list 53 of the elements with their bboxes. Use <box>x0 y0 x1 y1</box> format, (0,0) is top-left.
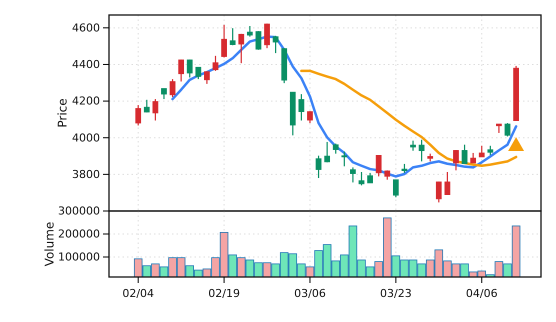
candlestick <box>298 94 304 122</box>
candlestick <box>204 70 210 84</box>
x-tick-label: 03/23 <box>380 287 412 300</box>
x-tick-label: 02/19 <box>208 287 240 300</box>
candlestick <box>195 66 202 80</box>
candlestick <box>256 30 262 50</box>
candlestick <box>307 110 313 124</box>
candlestick <box>341 150 348 167</box>
y-tick-label: 100000 <box>58 250 100 264</box>
line-series <box>300 70 518 168</box>
candlestick <box>444 171 450 196</box>
candlestick <box>453 149 459 171</box>
y-tick-label: 4200 <box>72 94 100 108</box>
y-tick-label: 4400 <box>72 58 100 71</box>
candlestick <box>144 99 150 114</box>
candlestick <box>367 172 373 184</box>
candlestick <box>332 142 339 154</box>
x-tick-label: 04/06 <box>466 287 498 300</box>
candlestick <box>246 25 253 38</box>
candlestick <box>230 28 236 46</box>
candlestick <box>462 144 468 164</box>
y-tick-label: 3800 <box>72 168 100 181</box>
y-tick-label: 4600 <box>72 21 100 34</box>
candlestick <box>358 171 364 186</box>
candlestick <box>186 58 193 78</box>
candlestick <box>264 23 270 49</box>
candlestick <box>350 166 356 184</box>
candlestick <box>504 122 510 138</box>
candlestick <box>418 139 424 162</box>
candlestick <box>212 55 218 72</box>
candlestick <box>316 155 322 179</box>
candlestick <box>161 88 167 100</box>
candlestick <box>470 152 476 164</box>
x-tick-label: 03/06 <box>294 287 326 300</box>
y-tick-label: 300000 <box>58 204 100 218</box>
candlestick <box>135 104 142 126</box>
y-axis-title: Price <box>56 98 70 128</box>
x-tick-label: 02/04 <box>122 287 154 300</box>
candlestick <box>178 58 184 82</box>
candlestick <box>436 180 442 203</box>
candlestick <box>410 140 416 152</box>
candlestick <box>478 145 485 158</box>
y-tick-label: 4000 <box>72 131 100 144</box>
candlestick <box>221 24 227 58</box>
candlestick <box>238 33 244 64</box>
candlestick <box>376 154 382 177</box>
candlestick <box>392 179 399 198</box>
candlestick <box>324 141 330 163</box>
y-axis-title: Volume <box>42 222 56 266</box>
y-tick-label: 200000 <box>58 228 100 241</box>
candlestick <box>152 98 158 122</box>
candlestick <box>170 78 176 98</box>
candlestick <box>272 35 278 54</box>
